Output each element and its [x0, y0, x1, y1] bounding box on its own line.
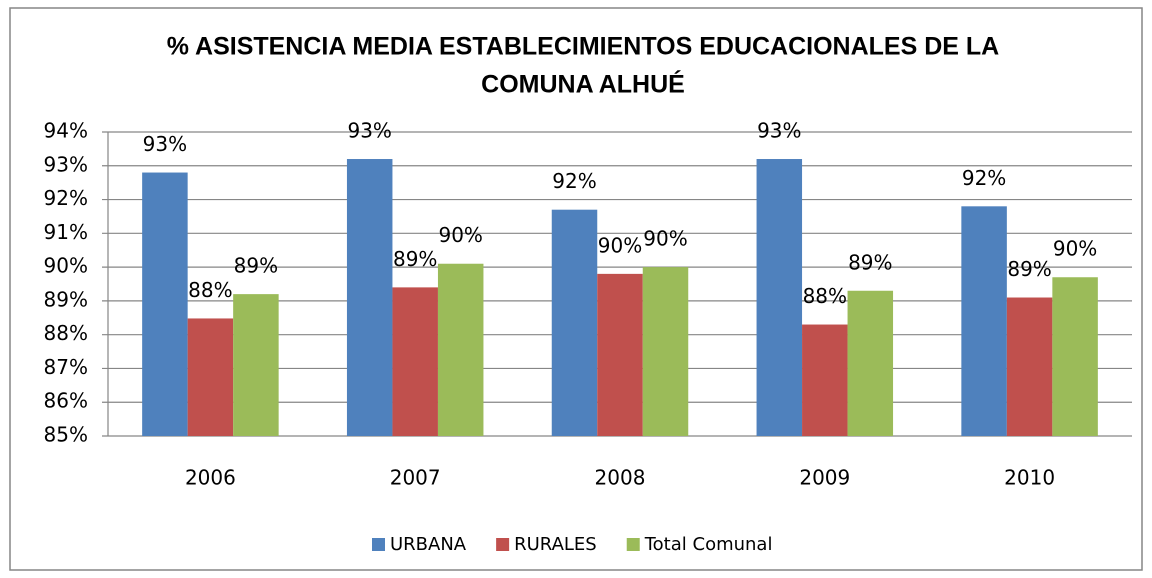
- x-tick-label: 2007: [390, 466, 441, 490]
- data-label: 92%: [962, 166, 1006, 190]
- y-tick-label: 93%: [44, 152, 88, 176]
- data-label: 89%: [393, 247, 437, 271]
- y-tick-label: 86%: [44, 389, 88, 413]
- y-tick-label: 90%: [44, 254, 88, 278]
- bar: [1052, 277, 1098, 436]
- bar: [142, 172, 188, 437]
- legend-swatch: [372, 538, 385, 551]
- y-tick-label: 92%: [44, 186, 88, 210]
- data-label: 89%: [848, 250, 892, 274]
- legend-swatch: [626, 538, 640, 551]
- x-tick-label: 2010: [1004, 466, 1055, 490]
- bar: [437, 263, 484, 436]
- data-label: 93%: [143, 132, 187, 156]
- y-tick-label: 85%: [44, 423, 88, 447]
- data-label: 89%: [1007, 257, 1051, 281]
- x-tick-label: 2009: [799, 466, 850, 490]
- bar: [847, 290, 894, 436]
- data-label: 93%: [347, 119, 391, 143]
- y-tick-label: 94%: [44, 119, 88, 143]
- bar: [551, 209, 598, 436]
- bar: [961, 206, 1007, 436]
- bar: [756, 159, 803, 436]
- data-label: 88%: [803, 284, 847, 308]
- y-tick-label: 87%: [44, 355, 88, 379]
- bar: [802, 324, 848, 436]
- y-tick-label: 91%: [44, 220, 88, 244]
- chart-title: % ASISTENCIA MEDIA ESTABLECIMIENTOS EDUC…: [167, 33, 999, 61]
- bar: [233, 294, 279, 436]
- bar: [346, 159, 393, 436]
- chart-title: COMUNA ALHUÉ: [481, 70, 685, 99]
- bar: [1006, 297, 1053, 436]
- y-tick-label: 88%: [44, 321, 88, 345]
- data-label: 88%: [188, 278, 232, 302]
- legend-label: URBANA: [390, 534, 467, 555]
- bar: [187, 318, 234, 436]
- bar: [642, 267, 689, 436]
- legend-label: RURALES: [514, 534, 597, 555]
- x-tick-label: 2006: [185, 466, 236, 490]
- data-label: 90%: [1053, 237, 1097, 261]
- y-tick-label: 89%: [44, 287, 88, 311]
- bar: [597, 273, 643, 436]
- data-label: 90%: [598, 233, 642, 257]
- data-label: 92%: [552, 169, 596, 193]
- data-label: 90%: [643, 227, 687, 251]
- x-tick-label: 2008: [595, 466, 646, 490]
- data-label: 89%: [234, 254, 278, 278]
- data-label: 93%: [757, 119, 801, 143]
- legend-swatch: [496, 538, 510, 551]
- legend-label: Total Comunal: [644, 534, 773, 555]
- data-label: 90%: [438, 223, 482, 247]
- bar: [392, 287, 438, 436]
